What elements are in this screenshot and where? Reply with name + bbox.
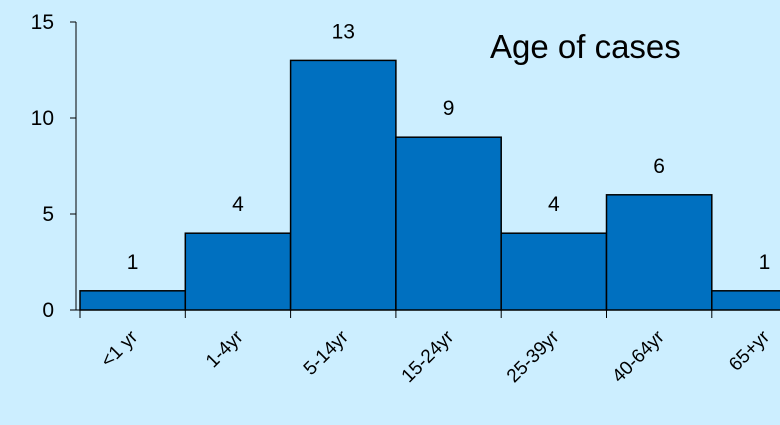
y-axis: 0 5 10 15	[31, 11, 77, 322]
x-category-label: 1-4yr	[202, 326, 248, 372]
chart-title: Age of cases	[490, 28, 681, 65]
x-category-label: 40-64yr	[608, 326, 669, 387]
bar	[289, 59, 397, 311]
bar	[79, 290, 187, 311]
data-label: 1	[759, 251, 771, 274]
x-axis: <1 yr 1-4yr 5-14yr 15-24yr 25-39yr 40-64yr 65+…	[76, 309, 780, 387]
y-tick-label: 15	[31, 11, 54, 34]
x-category-label: 5-14yr	[300, 326, 353, 379]
data-label: 1	[127, 251, 139, 274]
data-label: 9	[443, 97, 455, 120]
y-tick-label: 0	[42, 299, 54, 322]
bar	[711, 290, 780, 311]
x-category-label: 15-24yr	[398, 326, 459, 387]
y-tick-label: 5	[42, 203, 54, 226]
bar	[500, 232, 608, 311]
data-label: 4	[548, 193, 560, 216]
data-label: 4	[232, 193, 244, 216]
x-category-label: 65+yr	[725, 326, 774, 375]
bar	[184, 232, 292, 311]
bar	[395, 136, 502, 311]
data-label: 13	[332, 20, 355, 43]
x-category-label: <1 yr	[97, 326, 143, 372]
bar	[605, 194, 713, 311]
x-category-label: 25-39yr	[503, 326, 564, 387]
y-tick-label: 10	[31, 107, 54, 130]
data-label: 6	[653, 155, 665, 178]
